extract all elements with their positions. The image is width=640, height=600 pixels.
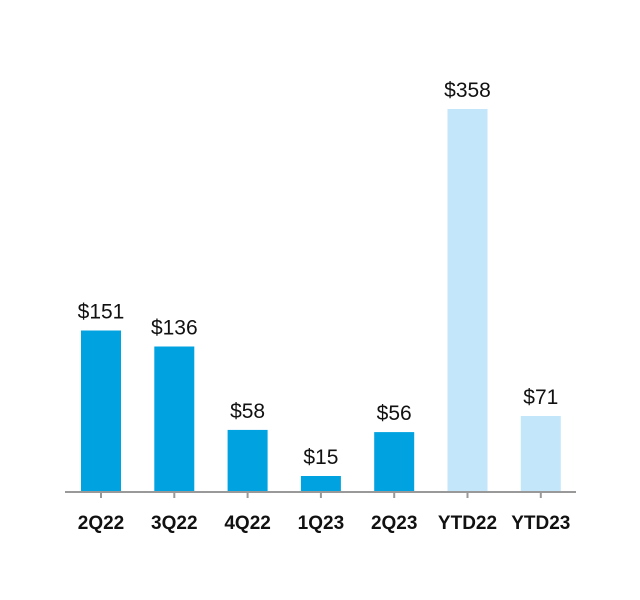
bar-2q23 (374, 432, 415, 492)
bars-group (81, 109, 561, 492)
data-label-2q23: $56 (377, 402, 412, 425)
bar-3q22 (154, 346, 195, 492)
data-label-ytd23: $71 (523, 386, 558, 409)
x-tick-label-3q22: 3Q22 (151, 513, 197, 534)
data-label-3q22: $136 (151, 317, 198, 340)
x-tick-label-2q22: 2Q22 (78, 513, 124, 534)
x-tick-label-ytd22: YTD22 (438, 513, 497, 534)
bar-ytd23 (520, 416, 561, 492)
bar-2q22 (81, 330, 121, 492)
x-tick-label-4q22: 4Q22 (224, 513, 270, 534)
data-label-ytd22: $358 (444, 79, 491, 102)
data-labels-group: $151 $136 $58 $15 $56 $358 $71 (78, 79, 559, 469)
bar-ytd22 (447, 109, 488, 492)
x-tick-label-ytd23: YTD23 (511, 513, 570, 534)
x-ticks-group (100, 492, 542, 498)
x-tick-label-1q23: 1Q23 (298, 513, 344, 534)
x-tick-label-2q23: 2Q23 (371, 513, 417, 534)
data-label-4q22: $58 (230, 400, 265, 423)
data-label-1q23: $15 (303, 446, 338, 469)
bar-4q22 (227, 429, 268, 492)
bar-1q23 (300, 476, 341, 492)
x-tick-labels-group: 2Q22 3Q22 4Q22 1Q23 2Q23 YTD22 YTD23 (78, 513, 571, 534)
data-label-2q22: $151 (78, 301, 125, 324)
